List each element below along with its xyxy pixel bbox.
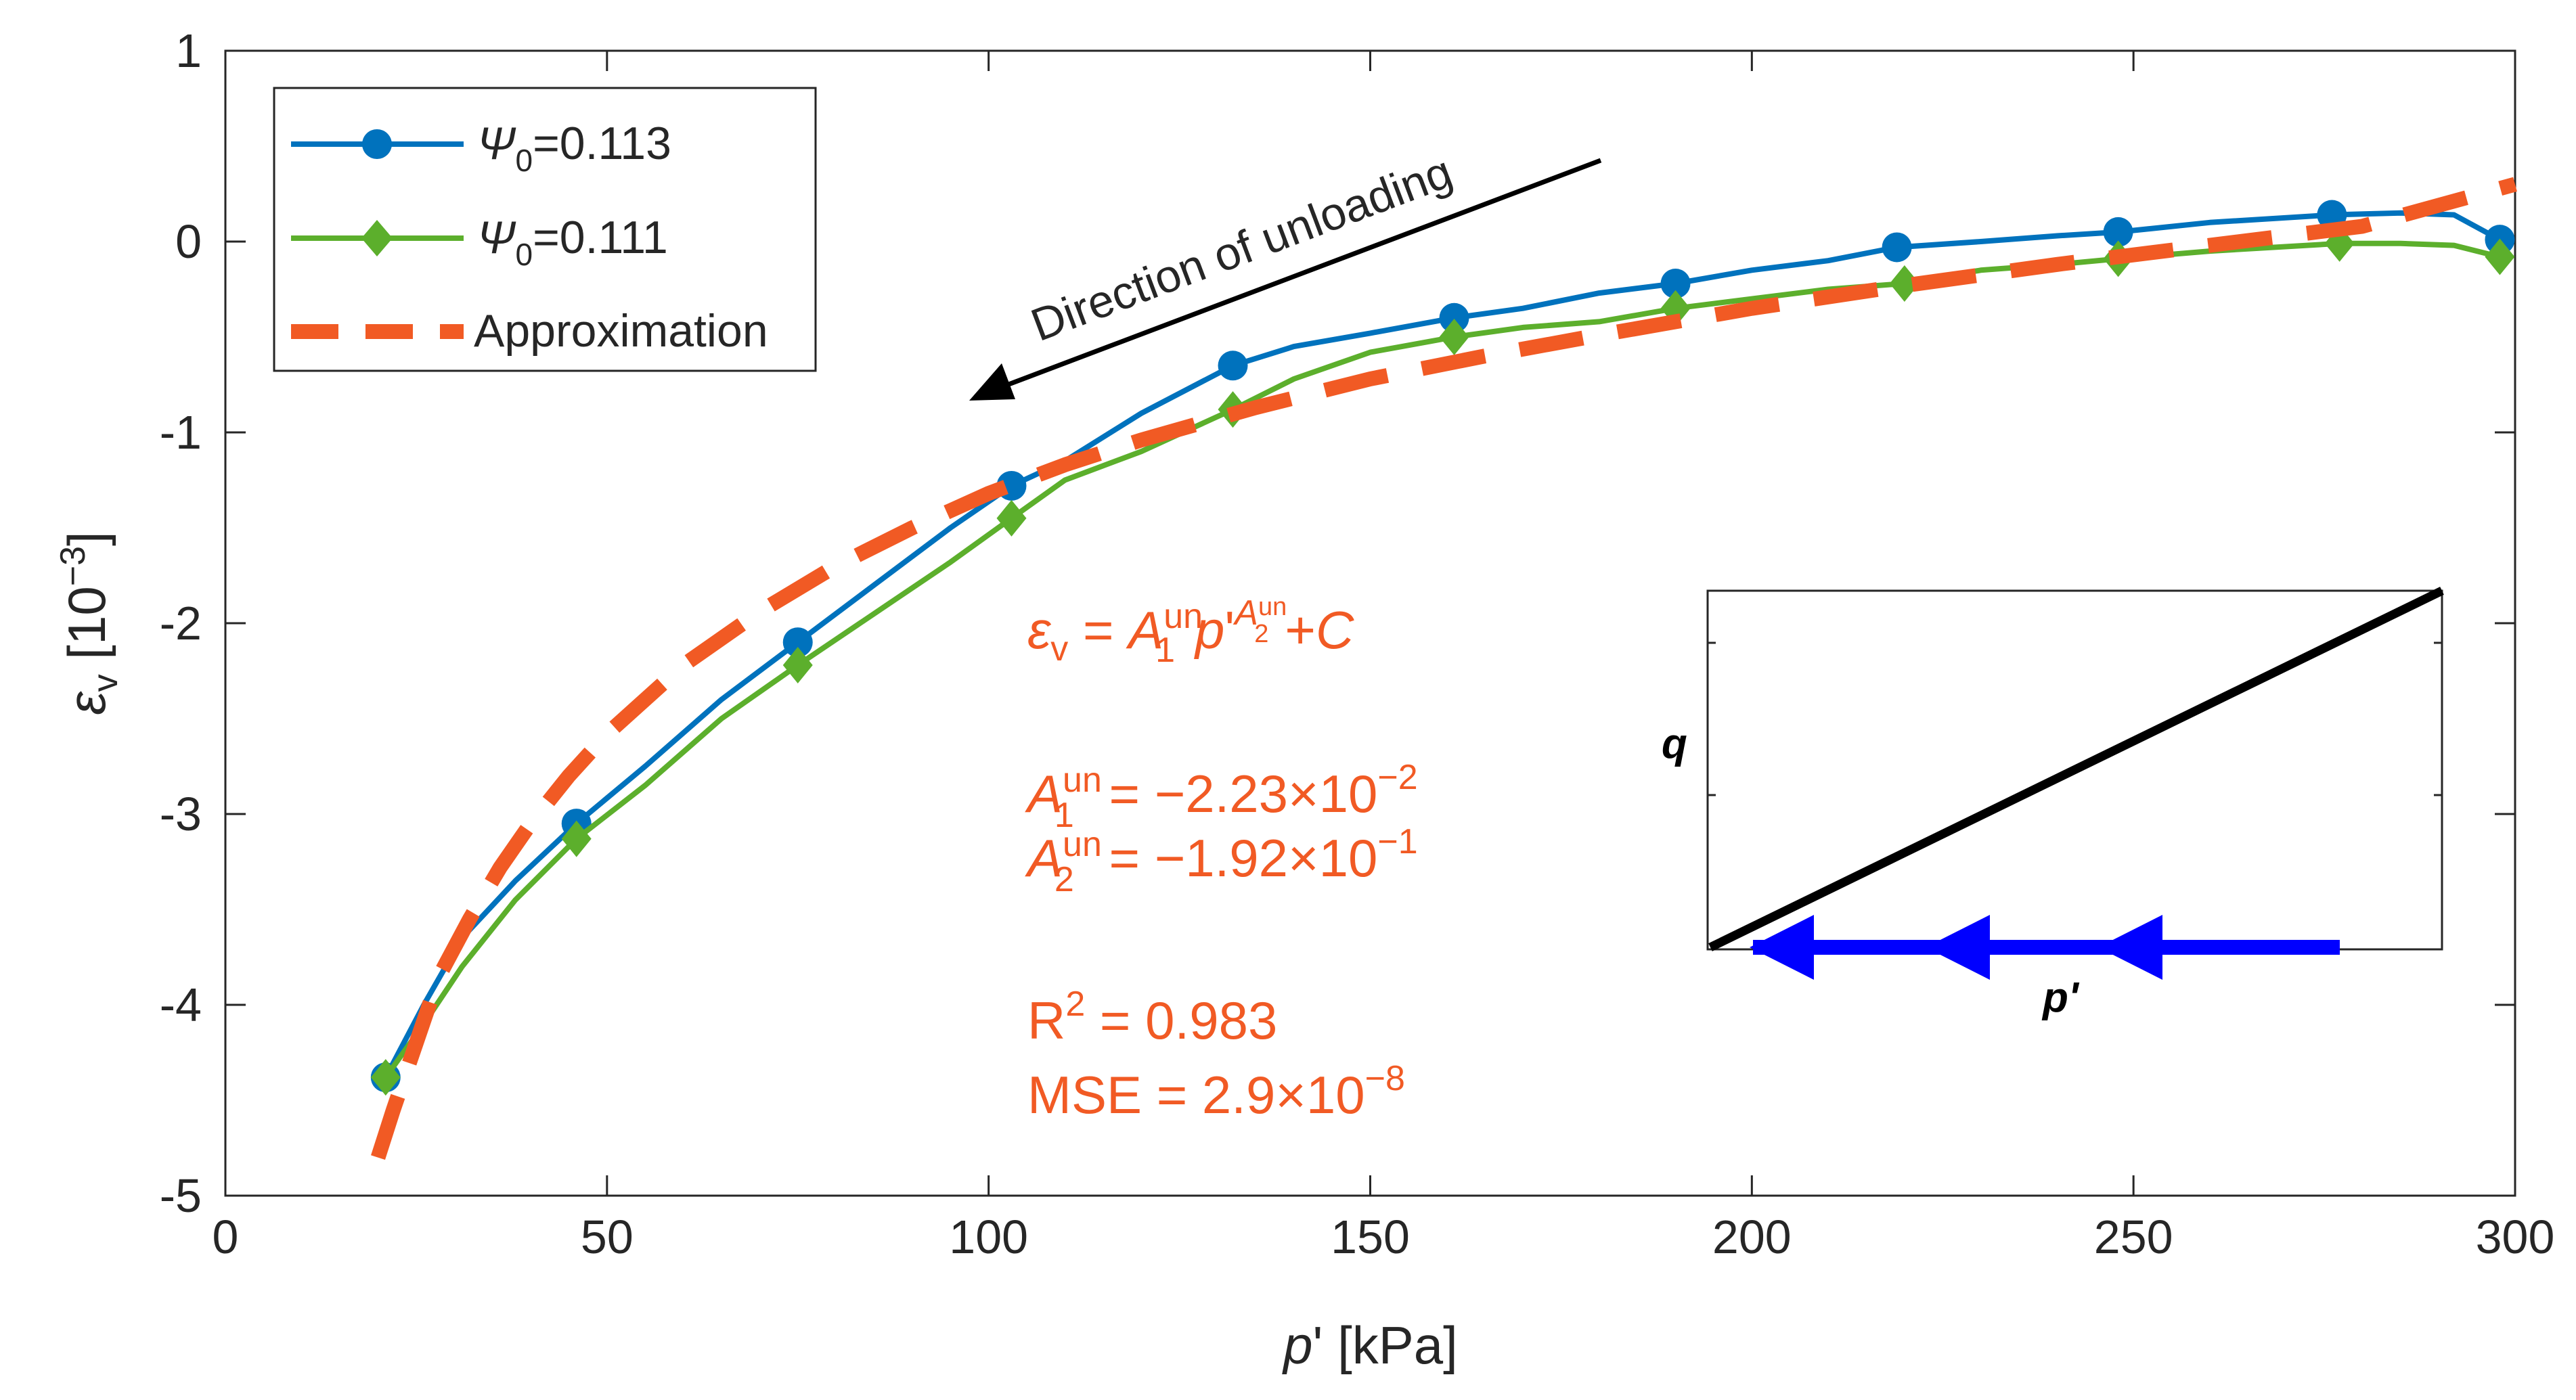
a1-value: Aun 1 = −2.23×10−2: [1025, 758, 1418, 835]
formula-equation: εv = Aun 1 p'Aun 2 +C: [1027, 593, 1354, 670]
legend-box: [273, 87, 817, 372]
formula-block: εv = Aun 1 p'Aun 2 +C Aun 1 = −2.23×10−2 Aun 2…: [1025, 593, 1418, 1125]
series-1-point: [782, 627, 813, 658]
y-tick-label: -3: [160, 788, 202, 840]
series-2-point: [996, 499, 1027, 537]
series-2-point: [1439, 319, 1469, 355]
direction-arrow-head: [969, 363, 1015, 401]
inset-stress-line: [1708, 587, 2444, 951]
x-tick-label: 100: [949, 1211, 1028, 1263]
series-1-point: [2103, 217, 2133, 247]
y-tick-label: -4: [160, 978, 202, 1031]
x-tick-label: 200: [1712, 1211, 1792, 1263]
legend-label-series-3: Approximation: [474, 305, 768, 357]
inset-x-label: p': [2041, 974, 2080, 1021]
x-tick-label: 0: [213, 1211, 239, 1263]
data-series: [370, 177, 2517, 1160]
series-2-point: [1889, 265, 1919, 302]
inset-y-label: q: [1662, 721, 1687, 767]
legend-marker-series-2: [361, 220, 393, 256]
r2-value: R2 = 0.983: [1027, 985, 1277, 1050]
series-1-point: [1218, 351, 1248, 381]
direction-arrow-line: [1004, 158, 1602, 388]
series-2-point: [370, 1059, 401, 1096]
y-tick-label: -1: [160, 406, 202, 459]
inset-arrow-head: [2098, 915, 2162, 980]
series-line-3: [371, 177, 2517, 1160]
series-1-point: [1660, 269, 1691, 299]
series-2-point: [561, 820, 592, 857]
series-1-point: [1439, 302, 1469, 333]
axis-ticks: [224, 49, 2516, 1197]
inset-arrow-head: [1750, 915, 1814, 980]
legend-label-series-2: Ψ0=0.111: [477, 212, 668, 272]
a2-value: Aun 2 = −1.92×10−1: [1025, 822, 1418, 899]
series-1-point: [1882, 232, 1912, 263]
y-tick-label: 1: [175, 24, 202, 77]
inset-path-bar: [1753, 940, 2340, 955]
x-tick-label: 250: [2094, 1211, 2173, 1263]
y-tick-label: -5: [160, 1169, 202, 1222]
x-tick-label: 150: [1331, 1211, 1410, 1263]
inset-diagram: q p': [1662, 587, 2444, 1021]
legend: Ψ0=0.113 Ψ0=0.111 Approximation: [273, 87, 817, 372]
y-axis-label: εv [10−3]: [53, 531, 125, 715]
y-tick-label: -2: [160, 597, 202, 650]
legend-label-series-1: Ψ0=0.113: [477, 118, 671, 178]
series-2-point: [782, 647, 813, 684]
x-tick-label: 300: [2476, 1211, 2555, 1263]
y-tick-label: 0: [175, 215, 202, 268]
inset-arrow-head: [1926, 915, 1990, 980]
x-tick-label: 50: [581, 1211, 634, 1263]
mse-value: MSE = 2.9×10−8: [1027, 1059, 1405, 1125]
x-axis-label: p' [kPa]: [1282, 1315, 1458, 1375]
legend-marker-series-1: [362, 129, 392, 159]
series-2-point: [2485, 238, 2515, 275]
axis-tick-labels: 0 50 100 150 200 250 300 -5 -4 -3 -2 -1 0 1: [160, 24, 2555, 1263]
